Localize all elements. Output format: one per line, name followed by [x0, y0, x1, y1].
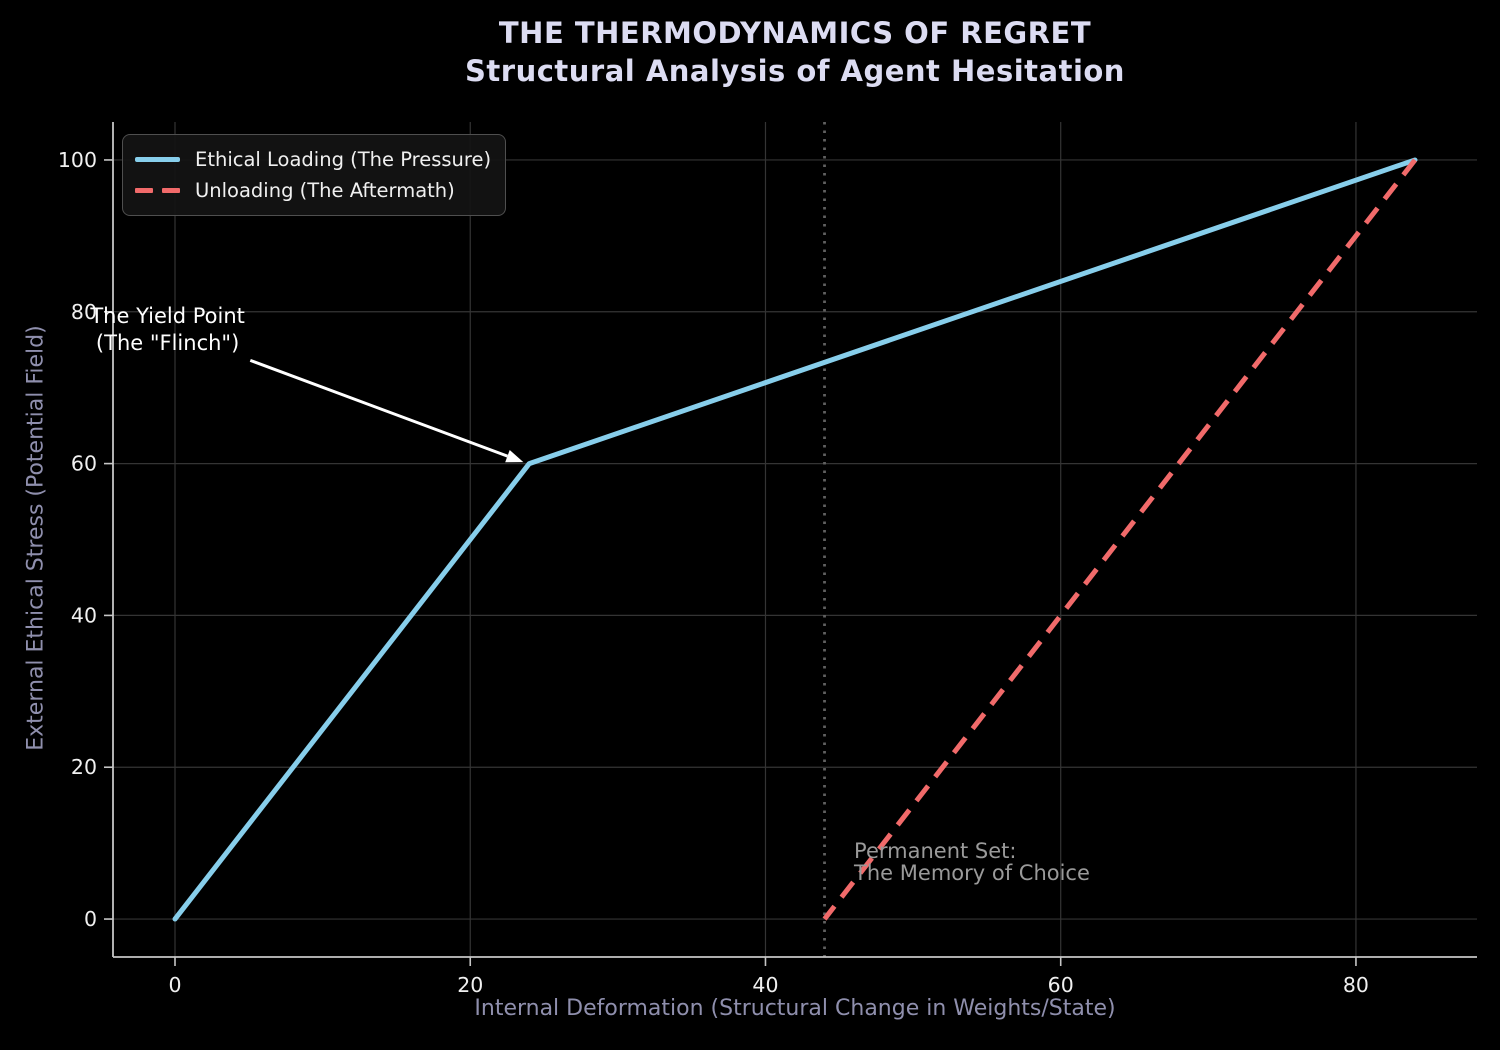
- x-tick-label: 80: [1343, 973, 1369, 997]
- x-tick-label: 0: [168, 973, 181, 997]
- x-tick-label: 40: [752, 973, 778, 997]
- yield-point-annotation-line1: The Yield Point: [90, 303, 245, 328]
- unloading-line-swatch: [135, 188, 180, 193]
- legend-label-loading: Ethical Loading (The Pressure): [195, 148, 492, 171]
- legend-item-unloading: Unloading (The Aftermath): [135, 175, 491, 206]
- unloading-line: [822, 158, 1417, 921]
- y-tick-label: 40: [71, 603, 97, 627]
- yield-point-annotation-line2: (The "Flinch"): [95, 330, 240, 355]
- y-tick-label: 80: [71, 300, 97, 324]
- loading-line: [172, 157, 1418, 922]
- dash-segment: [162, 188, 180, 193]
- yield-point-annotation: The Yield Point (The "Flinch"): [90, 303, 245, 357]
- y-axis-label: External Ethical Stress (Potential Field…: [23, 325, 49, 751]
- permanent-set-annotation-line1: Permanent Set:: [854, 839, 1017, 864]
- y-tick-label: 20: [71, 755, 97, 779]
- y-tick-label: 60: [71, 452, 97, 476]
- chart-title-line1: THE THERMODYNAMICS OF REGRET: [498, 16, 1092, 50]
- x-tick-label: 20: [457, 973, 483, 997]
- annotation-arrowhead: [505, 450, 524, 463]
- x-tick-label: 60: [1048, 973, 1074, 997]
- chart-title: THE THERMODYNAMICS OF REGRET Structural …: [113, 14, 1477, 90]
- dash-segment: [135, 188, 153, 193]
- chart-title-line2: Structural Analysis of Agent Hesitation: [465, 54, 1125, 88]
- permanent-set-annotation: Permanent Set: The Memory of Choice: [854, 840, 1090, 884]
- x-axis-label: Internal Deformation (Structural Change …: [474, 996, 1116, 1021]
- y-tick-label: 0: [84, 907, 97, 931]
- legend: Ethical Loading (The Pressure) Unloading…: [122, 134, 507, 216]
- permanent-set-annotation-line2: The Memory of Choice: [854, 861, 1090, 886]
- annotation-arrow-shaft: [249, 358, 508, 458]
- legend-label-unloading: Unloading (The Aftermath): [195, 179, 455, 202]
- y-tick-label: 100: [58, 148, 97, 172]
- loading-line-swatch: [135, 157, 180, 162]
- legend-item-loading: Ethical Loading (The Pressure): [135, 144, 491, 175]
